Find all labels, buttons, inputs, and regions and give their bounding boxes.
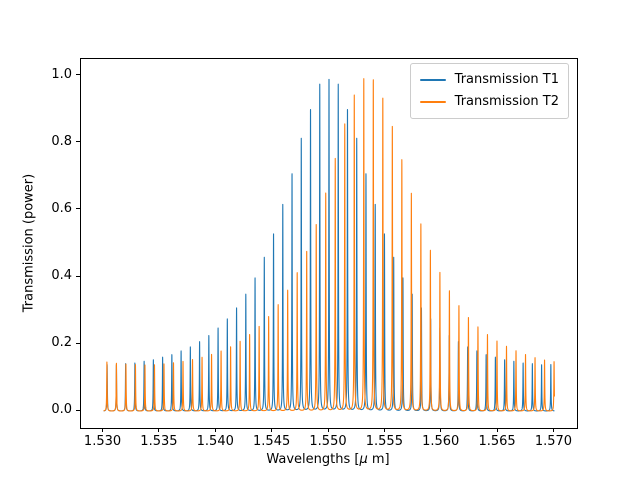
x-tick-label: 1.540: [196, 434, 234, 449]
x-tick-mark: [271, 428, 273, 432]
x-tick-label: 1.530: [83, 434, 122, 449]
x-tick-label: 1.535: [140, 434, 178, 449]
y-tick-mark: [76, 74, 80, 76]
y-tick-label: 0.0: [51, 402, 72, 418]
legend-entry-t1: Transmission T1: [419, 69, 559, 91]
mu-symbol: μ: [359, 452, 368, 467]
y-tick-label: 0.8: [51, 133, 72, 149]
x-tick-label: 1.550: [309, 434, 347, 449]
x-tick-mark: [102, 428, 104, 432]
x-axis-label-text: Wavelengths [: [266, 452, 360, 467]
x-tick-mark: [383, 428, 385, 432]
x-tick-mark: [496, 428, 498, 432]
x-tick-label: 1.570: [534, 434, 573, 449]
y-tick-label: 0.4: [51, 268, 72, 284]
y-tick-label: 0.2: [51, 335, 72, 351]
x-tick-mark: [552, 428, 554, 432]
y-tick-mark: [76, 141, 80, 143]
y-tick-mark: [76, 275, 80, 277]
x-tick-mark: [214, 428, 216, 432]
x-tick-label: 1.565: [478, 434, 516, 449]
y-tick-mark: [76, 208, 80, 210]
x-tick-label: 1.555: [365, 434, 403, 449]
plot-area: Transmission T1 Transmission T2: [80, 58, 578, 429]
legend-line-swatch-t1: [419, 79, 446, 81]
plot-canvas: [103, 78, 555, 412]
legend: Transmission T1 Transmission T2: [409, 63, 569, 119]
x-tick-label: 1.545: [253, 434, 291, 449]
legend-label-t2: Transmission T2: [454, 94, 559, 109]
x-tick-mark: [158, 428, 160, 432]
x-tick-label: 1.560: [422, 434, 460, 449]
x-axis-label: Wavelengths [μ m]: [266, 452, 389, 467]
y-tick-mark: [76, 342, 80, 344]
x-tick-mark: [327, 428, 329, 432]
legend-label-t1: Transmission T1: [454, 72, 559, 87]
y-tick-label: 0.6: [51, 200, 72, 216]
y-axis-label: Transmission (power): [21, 173, 37, 313]
y-tick-label: 1.0: [51, 66, 72, 82]
legend-entry-t2: Transmission T2: [419, 91, 559, 113]
x-axis-label-unit: m]: [367, 452, 390, 467]
x-tick-mark: [440, 428, 442, 432]
series-line-t2: [103, 78, 555, 412]
legend-line-swatch-t2: [419, 101, 446, 103]
y-tick-mark: [76, 409, 80, 411]
